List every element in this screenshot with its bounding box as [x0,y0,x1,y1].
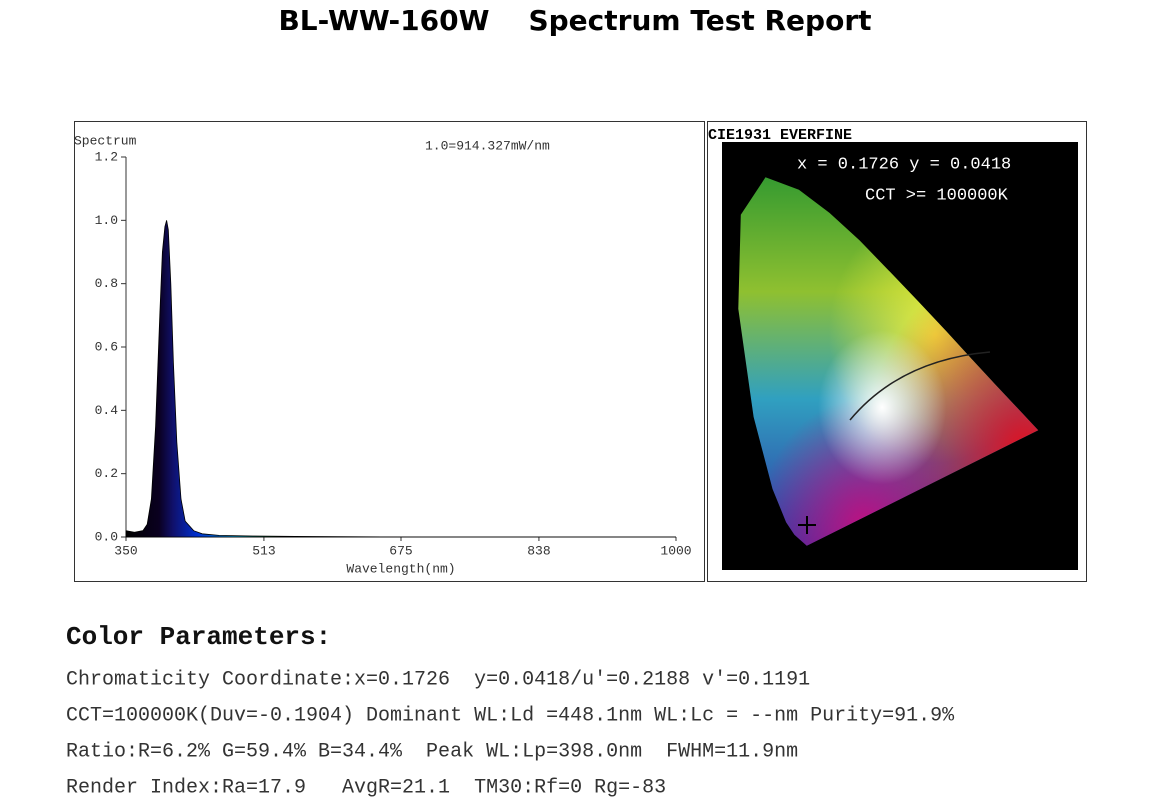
cie-title: CIE1931 EVERFINE [708,127,852,144]
cie-cct: CCT >= 100000K [865,186,1009,205]
y-tick-label: 0.8 [95,276,118,291]
spectrum-area [125,220,676,538]
y-tick-label: 0.0 [95,529,118,544]
annotation: 1.0=914.327mW/nm [425,138,550,153]
y-tick-label: 0.2 [95,466,118,481]
x-tick-label: 838 [527,543,550,558]
y-axis-label: Spectrum [74,133,137,148]
cie-point [798,516,816,534]
x-tick-label: 513 [252,543,275,558]
parameter-line: Chromaticity Coordinate:x=0.1726 y=0.041… [66,668,810,691]
y-tick-label: 0.4 [95,403,119,418]
parameter-line: Render Index:Ra=17.9 AvgR=21.1 TM30:Rf=0… [66,776,666,799]
y-tick-label: 0.6 [95,339,118,354]
cie-coords: x = 0.1726 y = 0.0418 [797,155,1011,174]
x-tick-label: 675 [389,543,412,558]
report-title: BL-WW-160W Spectrum Test Report [278,4,871,37]
y-tick-label: 1.0 [95,213,118,228]
parameters-heading: Color Parameters: [66,622,331,652]
planckian-locus [849,351,991,421]
x-tick-label: 1000 [660,543,691,558]
parameter-line: Ratio:R=6.2% G=59.4% B=34.4% Peak WL:Lp=… [66,740,798,763]
parameter-line: CCT=100000K(Duv=-0.1904) Dominant WL:Ld … [66,704,955,727]
y-tick-label: 1.2 [95,149,118,164]
x-tick-label: 350 [114,543,137,558]
x-axis-label: Wavelength(nm) [346,561,455,576]
